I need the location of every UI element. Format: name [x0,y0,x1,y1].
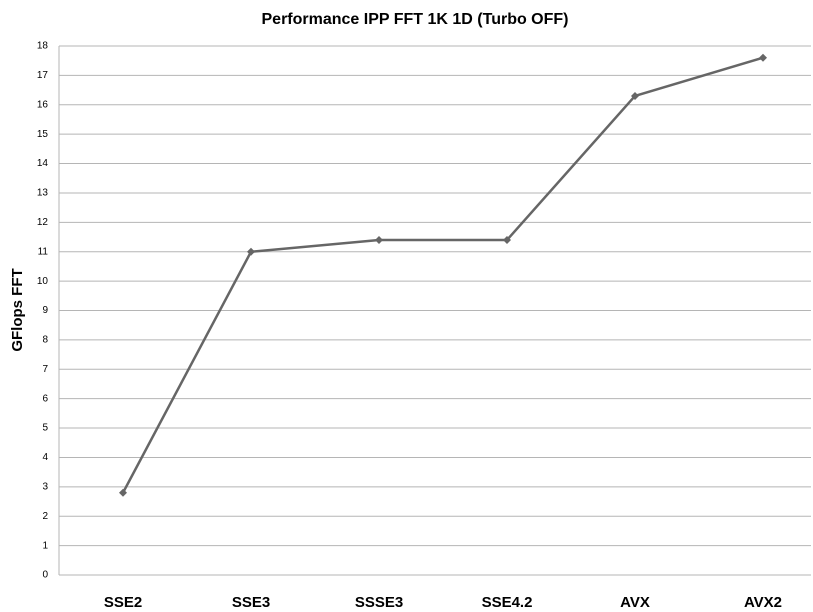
y-tick-label: 12 [37,217,49,228]
y-tick-label: 7 [42,364,48,375]
y-tick-label: 10 [37,276,49,287]
y-axis-label: GFlops FFT [9,268,26,351]
y-tick-label: 4 [42,452,48,463]
y-tick-label: 5 [42,423,48,434]
x-tick-label: SSE2 [104,594,142,611]
y-tick-label: 13 [37,188,49,199]
y-tick-label: 3 [42,481,48,492]
x-tick-label: SSE4.2 [482,594,533,611]
data-point [119,488,127,497]
y-tick-label: 15 [37,129,49,140]
y-tick-label: 9 [42,305,48,316]
y-tick-label: 1 [42,540,48,551]
y-tick-label: 14 [37,158,49,169]
y-tick-label: 8 [42,335,48,346]
data-point [247,247,255,256]
data-point [503,235,511,244]
data-point [375,235,383,244]
y-tick-label: 2 [42,511,48,522]
data-line [121,56,764,494]
y-tick-label: 0 [42,570,48,581]
x-tick-label: AVX [620,594,650,611]
chart-title: Performance IPP FFT 1K 1D (Turbo OFF) [262,11,569,28]
x-tick-label: AVX2 [744,594,782,611]
y-tick-label: 6 [42,393,48,404]
data-point [631,91,639,100]
y-tick-label: 17 [37,70,49,81]
x-tick-label: SSE3 [232,594,270,611]
data-point [759,53,767,62]
y-tick-label: 18 [37,41,49,52]
y-tick-label: 11 [38,246,49,257]
x-tick-label: SSSE3 [355,594,403,611]
y-tick-label: 16 [37,99,49,110]
